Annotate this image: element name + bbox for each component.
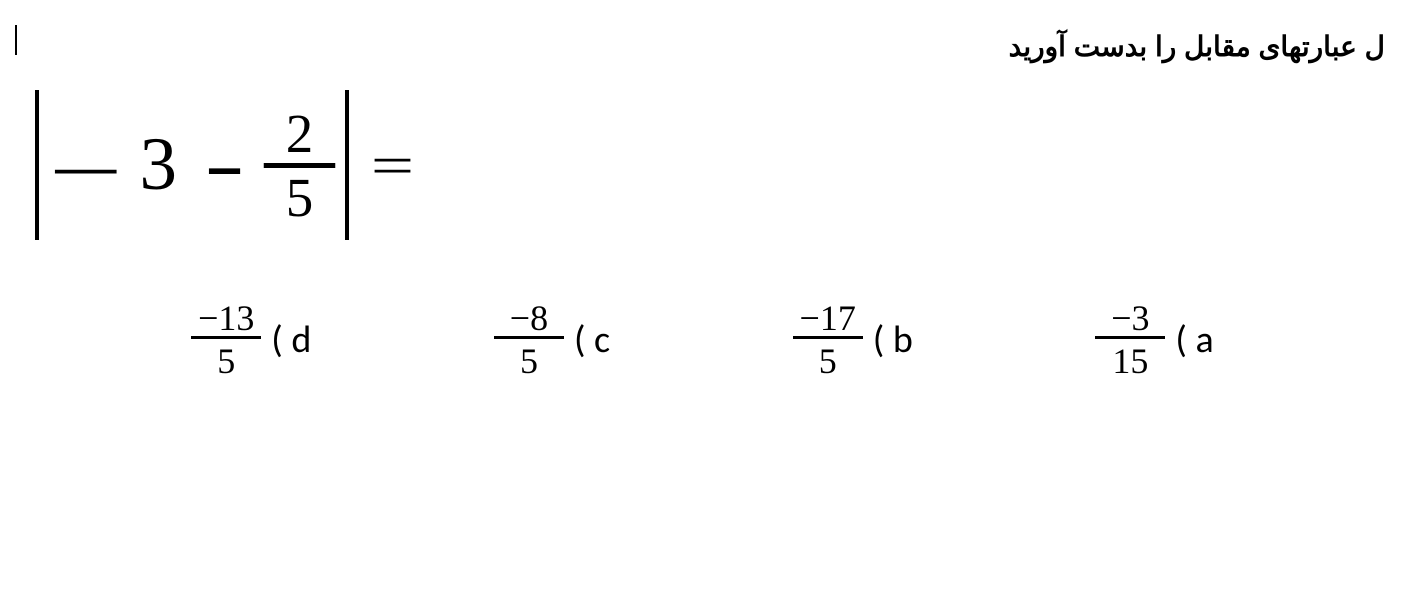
option-d-numerator: −13 xyxy=(198,300,254,336)
option-a-denominator: 15 xyxy=(1112,339,1148,379)
option-d-denominator: 5 xyxy=(217,339,235,379)
option-b[interactable]: −17 5 ( b xyxy=(793,300,913,379)
option-a-fraction: −3 15 xyxy=(1095,300,1165,379)
option-d-fraction: −13 5 xyxy=(191,300,261,379)
option-d[interactable]: −13 5 ( d xyxy=(191,300,311,379)
option-c[interactable]: −8 5 ( c xyxy=(494,300,610,379)
answer-options: −13 5 ( d −8 5 ( c −17 5 ( b −3 15 ( a xyxy=(0,300,1405,379)
minus-operator: - xyxy=(205,122,245,208)
minus-leading: – xyxy=(56,122,116,208)
option-c-fraction: −8 5 xyxy=(494,300,564,379)
math-expression: – 3 - 2 5 = xyxy=(35,90,408,240)
fraction-line xyxy=(264,163,336,168)
option-a-label: ( a xyxy=(1175,317,1213,363)
fraction-two-fifths: 2 5 xyxy=(272,106,327,225)
option-b-numerator: −17 xyxy=(800,300,856,336)
option-b-fraction: −17 5 xyxy=(793,300,863,379)
text-cursor xyxy=(15,25,17,55)
option-c-denominator: 5 xyxy=(520,339,538,379)
expression-content: – 3 - 2 5 xyxy=(39,106,345,225)
option-b-label: ( b xyxy=(873,317,913,363)
abs-bar-right xyxy=(345,90,349,240)
option-a[interactable]: −3 15 ( a xyxy=(1095,300,1213,379)
whole-number: 3 xyxy=(140,122,178,208)
question-header: ل عبارتهای مقابل را بدست آورید xyxy=(1009,30,1385,63)
option-b-denominator: 5 xyxy=(819,339,837,379)
option-d-label: ( d xyxy=(271,317,311,363)
fraction-numerator: 2 xyxy=(286,106,314,163)
option-c-label: ( c xyxy=(574,317,610,363)
fraction-denominator: 5 xyxy=(286,168,314,225)
option-c-numerator: −8 xyxy=(510,300,548,336)
option-a-numerator: −3 xyxy=(1111,300,1149,336)
equals-sign: = xyxy=(371,134,414,197)
